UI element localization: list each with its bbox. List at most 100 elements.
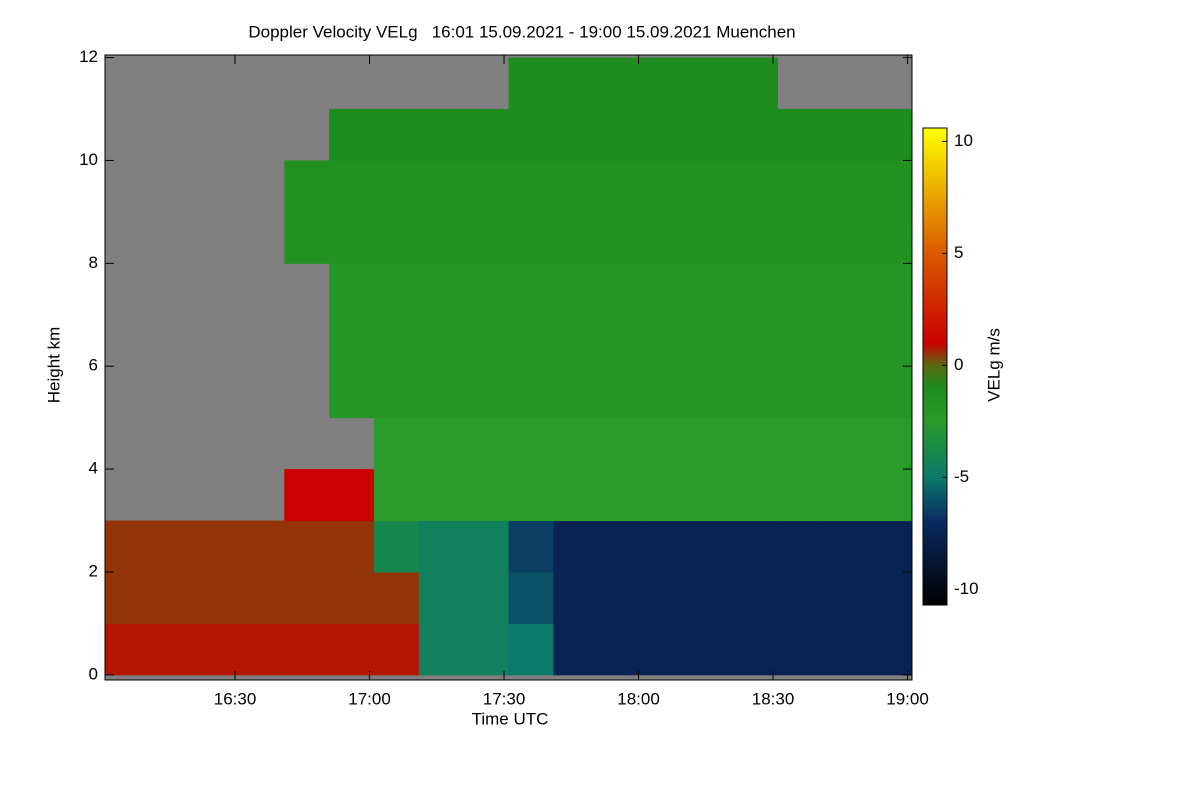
x-tick-label: 18:00 bbox=[617, 689, 660, 708]
heatmap-cell bbox=[777, 211, 823, 264]
heatmap-cell bbox=[463, 366, 509, 419]
heatmap-cell bbox=[643, 571, 689, 624]
heatmap-cell bbox=[105, 623, 151, 676]
heatmap-cell bbox=[149, 520, 196, 573]
heatmap-cell bbox=[194, 520, 240, 573]
heatmap-cell bbox=[553, 109, 599, 161]
heatmap-cell bbox=[867, 417, 913, 470]
heatmap-cell bbox=[598, 263, 644, 316]
colorbar-tick-label: -5 bbox=[954, 467, 969, 486]
heatmap-cell bbox=[329, 520, 375, 573]
x-tick-label: 17:30 bbox=[483, 689, 526, 708]
heatmap-cell bbox=[508, 109, 554, 161]
heatmap-cell bbox=[239, 623, 285, 676]
heatmap-cell bbox=[553, 417, 599, 470]
heatmap-cell bbox=[374, 520, 420, 573]
heatmap-cell bbox=[418, 211, 465, 264]
y-axis-label: Height km bbox=[44, 327, 63, 404]
heatmap-cell bbox=[329, 314, 375, 367]
y-tick-label: 10 bbox=[79, 150, 98, 169]
heatmap-cell bbox=[643, 366, 689, 419]
heatmap-cell bbox=[508, 314, 554, 367]
heatmap-cell bbox=[553, 314, 599, 367]
heatmap-cell bbox=[374, 417, 420, 470]
heatmap-cell bbox=[687, 417, 734, 470]
heatmap-cell bbox=[598, 469, 644, 522]
heatmap-cell bbox=[418, 520, 465, 573]
heatmap-cell bbox=[732, 469, 778, 522]
heatmap-cell bbox=[598, 417, 644, 470]
heatmap-cell bbox=[598, 109, 644, 161]
heatmap-cell bbox=[598, 160, 644, 213]
heatmap-cell bbox=[508, 211, 554, 264]
heatmap-cell bbox=[508, 366, 554, 419]
y-tick-label: 4 bbox=[89, 459, 98, 478]
heatmap-cell bbox=[463, 623, 509, 676]
heatmap-cell bbox=[418, 109, 465, 161]
heatmap-cell bbox=[822, 211, 868, 264]
heatmap-cell bbox=[284, 623, 330, 676]
heatmap-cell bbox=[777, 571, 823, 624]
heatmap-cell bbox=[194, 571, 240, 624]
heatmap-cell bbox=[598, 571, 644, 624]
chart-title: Doppler Velocity VELg 16:01 15.09.2021 -… bbox=[248, 22, 795, 41]
heatmap-cell bbox=[553, 263, 599, 316]
heatmap-cell bbox=[822, 571, 868, 624]
heatmap-cell bbox=[822, 109, 868, 161]
heatmap-cell bbox=[643, 623, 689, 676]
heatmap-cell bbox=[508, 160, 554, 213]
heatmap-cell bbox=[732, 417, 778, 470]
heatmap-cell bbox=[777, 417, 823, 470]
heatmap-cell bbox=[374, 623, 420, 676]
heatmap-cell bbox=[463, 571, 509, 624]
heatmap-cell bbox=[687, 57, 734, 110]
heatmap-cell bbox=[643, 417, 689, 470]
heatmap-cell bbox=[149, 571, 196, 624]
heatmap-cell bbox=[329, 263, 375, 316]
y-tick-label: 0 bbox=[89, 664, 98, 683]
heatmap-cell bbox=[329, 571, 375, 624]
heatmap-cell bbox=[643, 57, 689, 110]
heatmap-cell bbox=[329, 469, 375, 522]
heatmap-cell bbox=[329, 160, 375, 213]
heatmap-cell bbox=[867, 366, 913, 419]
heatmap-cell bbox=[867, 160, 913, 213]
heatmap-cell bbox=[508, 263, 554, 316]
heatmap-cell bbox=[553, 211, 599, 264]
heatmap-cell bbox=[777, 623, 823, 676]
heatmap-cell bbox=[643, 469, 689, 522]
heatmap-cell bbox=[822, 520, 868, 573]
heatmap-cell bbox=[374, 211, 420, 264]
heatmap-cell bbox=[687, 469, 734, 522]
heatmap-cell bbox=[553, 571, 599, 624]
x-axis-label: Time UTC bbox=[472, 709, 549, 728]
heatmap-cell bbox=[418, 623, 465, 676]
heatmap-cell bbox=[598, 520, 644, 573]
colorbar-tick-label: 5 bbox=[954, 243, 963, 262]
heatmap-cell bbox=[508, 469, 554, 522]
heatmap-cell bbox=[867, 571, 913, 624]
heatmap-cell bbox=[418, 314, 465, 367]
heatmap-cell bbox=[598, 623, 644, 676]
colorbar bbox=[922, 127, 948, 606]
heatmap-cell bbox=[822, 314, 868, 367]
heatmap-cell bbox=[418, 263, 465, 316]
heatmap-cell bbox=[867, 469, 913, 522]
y-tick-label: 8 bbox=[89, 253, 98, 272]
heatmap-cell bbox=[463, 211, 509, 264]
heatmap-cell bbox=[418, 366, 465, 419]
heatmap-cell bbox=[732, 623, 778, 676]
x-tick-label: 16:30 bbox=[214, 689, 257, 708]
colorbar-tick-label: 10 bbox=[954, 131, 973, 150]
heatmap-cell bbox=[374, 109, 420, 161]
heatmap-cell bbox=[239, 520, 285, 573]
heatmap-cell bbox=[374, 263, 420, 316]
heatmap-cell bbox=[777, 366, 823, 419]
x-tick-label: 19:00 bbox=[886, 689, 929, 708]
heatmap-cell bbox=[777, 520, 823, 573]
heatmap-cell bbox=[508, 571, 554, 624]
heatmap-cell bbox=[777, 263, 823, 316]
heatmap-cell bbox=[732, 571, 778, 624]
colorbar-label: VELg m/s bbox=[984, 328, 1003, 402]
heatmap-cell bbox=[822, 417, 868, 470]
